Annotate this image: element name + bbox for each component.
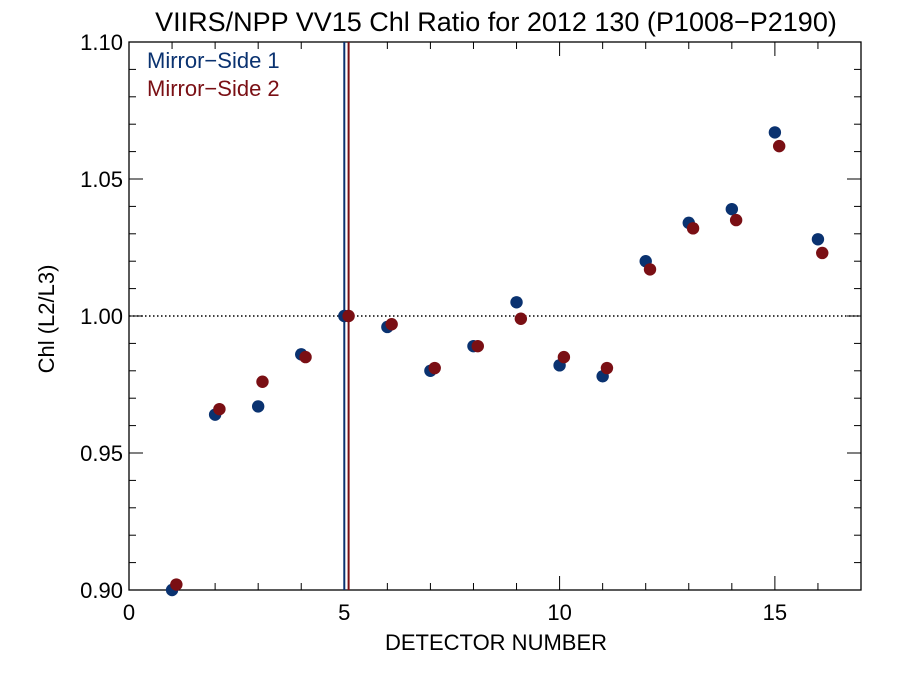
y-tick-label: 1.05 [80, 167, 123, 192]
legend-entry: Mirror−Side 1 [147, 48, 280, 73]
series-2-point [256, 375, 269, 388]
series-1-point [768, 126, 782, 139]
series-1-point [510, 296, 523, 309]
x-axis-label: DETECTOR NUMBER [385, 630, 607, 655]
series-2-point [729, 213, 743, 227]
series-2-point [514, 312, 528, 325]
series-2-point [428, 361, 441, 375]
series-1-point [811, 233, 825, 246]
x-tick-label: 0 [123, 600, 135, 625]
legend-entry: Mirror−Side 2 [147, 76, 280, 101]
chart-title: VIIRS/NPP VV15 Chl Ratio for 2012 130 (P… [155, 7, 837, 37]
plot-area: 0.90 0.95 1.00 1.05 1.10 0 5 10 15 Mirror−Side 1 M… [80, 30, 862, 625]
series-2-point [299, 350, 312, 364]
series-2-point [213, 402, 226, 416]
series-2-point [170, 578, 183, 591]
y-tick-label: 0.90 [80, 578, 123, 603]
y-tick-label: 1.10 [80, 30, 123, 55]
series-1-point [251, 400, 265, 413]
series-2-point [600, 361, 614, 375]
series-1-point [725, 202, 739, 216]
x-tick-label: 10 [547, 600, 571, 625]
series-2-point [471, 339, 484, 353]
series-2-point [643, 263, 657, 276]
x-tick-label: 15 [763, 600, 787, 625]
x-tick-label: 5 [338, 600, 350, 625]
series-2-point [816, 246, 829, 260]
series-2-point [686, 222, 700, 235]
y-tick-label: 0.95 [80, 441, 123, 466]
plot-frame [128, 41, 862, 591]
y-axis-label: Chl (L2/L3) [34, 265, 59, 374]
series-2-point [342, 309, 355, 323]
y-tick-label: 1.00 [80, 304, 123, 329]
series-2-point [385, 318, 398, 331]
series-2-point [772, 139, 786, 153]
series-2-point [557, 350, 571, 364]
